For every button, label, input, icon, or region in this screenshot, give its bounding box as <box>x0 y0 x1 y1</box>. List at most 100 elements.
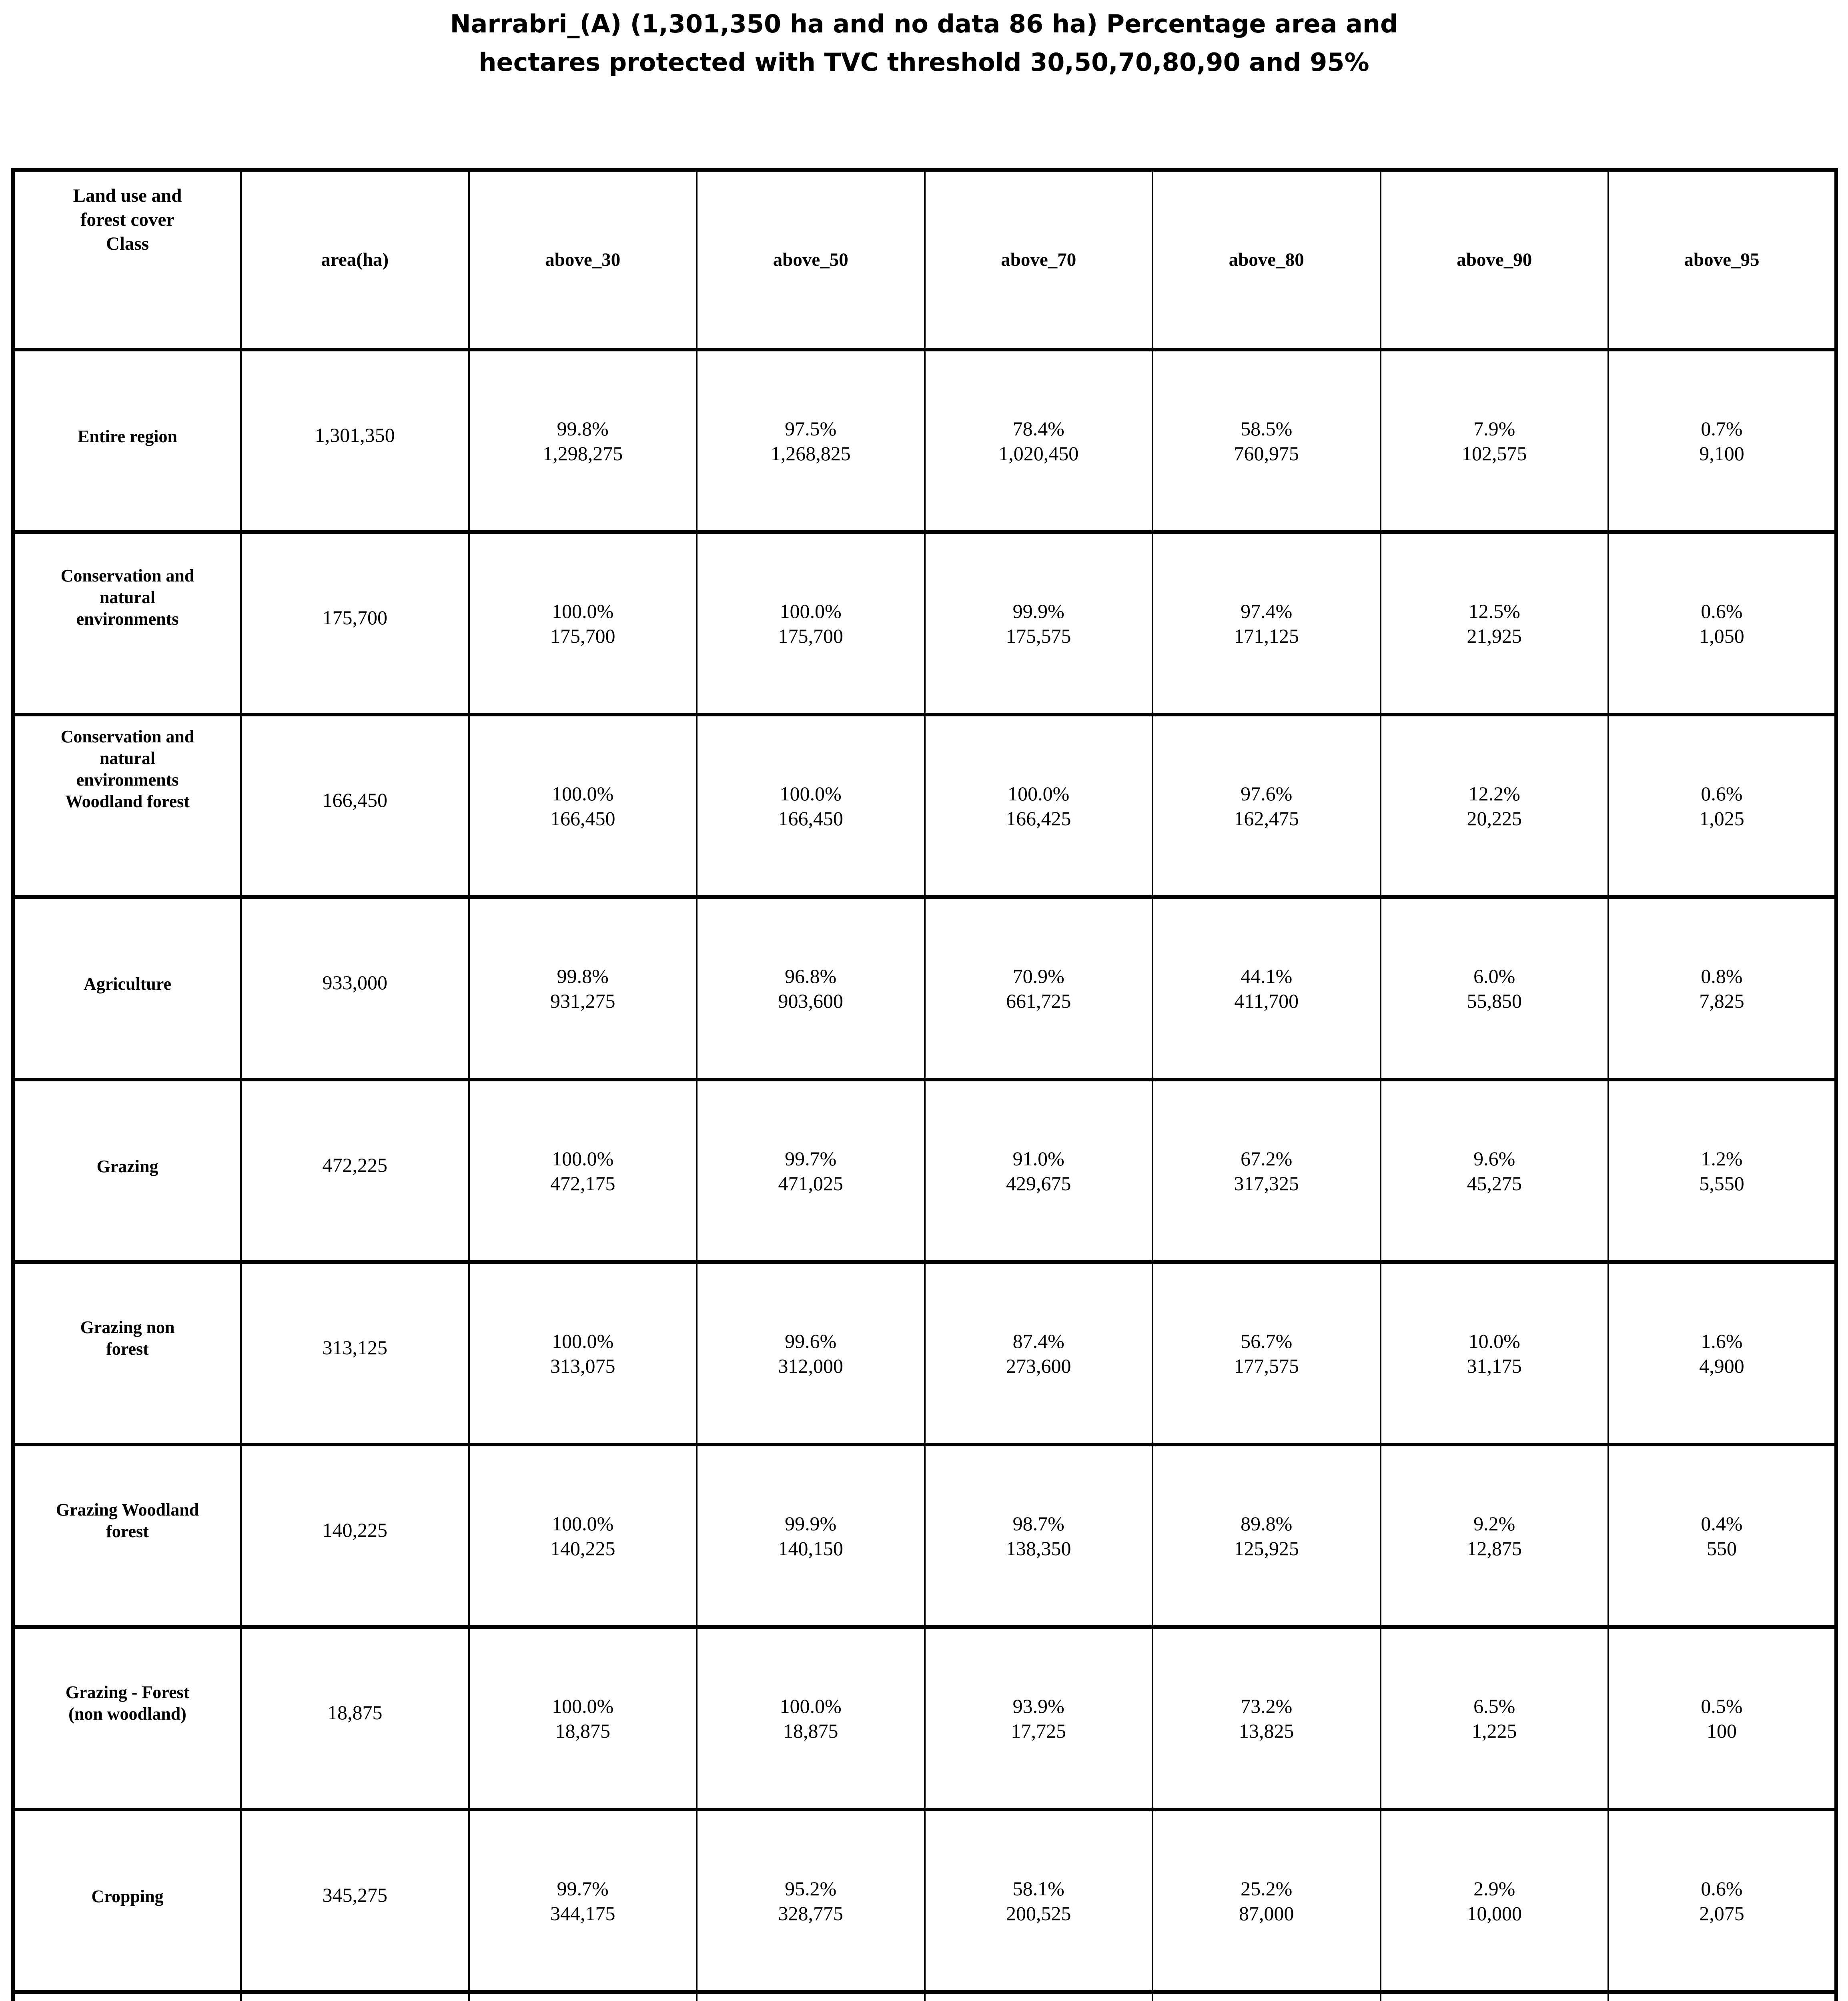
percent-value: 98.7% <box>1012 1512 1064 1535</box>
threshold-cell: 9.2% 12,875 <box>1379 1443 1609 1629</box>
percent-value: 100.0% <box>780 1694 842 1717</box>
hectares-value: 177,575 <box>1234 1354 1299 1377</box>
area-value: 166,450 <box>240 713 470 899</box>
percent-value: 70.9% <box>1012 964 1064 987</box>
land-use-class: Entire region <box>12 348 242 534</box>
percent-value: 78.4% <box>1012 417 1064 440</box>
percent-value: 12.2% <box>1468 782 1520 805</box>
hectares-value: 10,000 <box>1467 1902 1522 1925</box>
threshold-cell: 0.7% 9,100 <box>1607 348 1837 534</box>
land-use-class: Cropping <box>12 1808 242 1994</box>
hectares-value: 175,700 <box>778 624 844 647</box>
percent-value: 100.0% <box>552 1512 614 1535</box>
area-value: 933,000 <box>240 895 470 1081</box>
hectares-value: 273,600 <box>1006 1354 1071 1377</box>
hectares-value: 312,000 <box>778 1354 844 1377</box>
threshold-cell: 97.5% 1,268,825 <box>696 348 926 534</box>
threshold-cell: 99.7% 344,175 <box>468 1808 698 1994</box>
percent-value: 97.5% <box>785 417 837 440</box>
threshold-cell: 6.4%7,375 <box>1152 1990 1381 2001</box>
area-value: 472,225 <box>240 1078 470 1264</box>
hectares-value: 13,825 <box>1239 1719 1294 1742</box>
hectares-value: 1,050 <box>1699 624 1744 647</box>
hectares-value: 328,775 <box>778 1902 844 1925</box>
threshold-cell: 100.0% 166,450 <box>468 713 698 899</box>
percent-value: 100.0% <box>552 599 614 622</box>
hectares-value: 344,175 <box>550 1902 615 1925</box>
percent-value: 6.0% <box>1473 964 1515 987</box>
percent-value: 2.9% <box>1473 1877 1515 1900</box>
hectares-value: 1,268,825 <box>770 442 851 465</box>
hectares-value: 931,275 <box>550 989 615 1012</box>
threshold-cell: 99.9% 175,575 <box>924 530 1153 716</box>
threshold-cell: 56.7% 177,575 <box>1152 1260 1381 1446</box>
hectares-value: 4,900 <box>1699 1354 1744 1377</box>
threshold-cell: 6.0% 55,850 <box>1379 895 1609 1081</box>
hectares-value: 760,975 <box>1234 442 1299 465</box>
page-title: Narrabri_(A) (1,301,350 ha and no data 8… <box>0 5 1848 82</box>
threshold-cell: 25.2% 87,000 <box>1152 1808 1381 1994</box>
threshold-cell: 89.9%103,775 <box>696 1990 926 2001</box>
threshold-cell: 7.9% 102,575 <box>1379 348 1609 534</box>
hectares-value: 20,225 <box>1467 807 1522 830</box>
land-use-class: Grazing non forest <box>12 1260 242 1446</box>
hectares-value: 166,450 <box>550 807 615 830</box>
percent-value: 100.0% <box>780 599 842 622</box>
hectares-value: 166,425 <box>1006 807 1071 830</box>
hectares-value: 313,075 <box>550 1354 615 1377</box>
hectares-value: 55,850 <box>1467 989 1522 1012</box>
percent-value: 9.6% <box>1473 1147 1515 1170</box>
area-value: 115,475 <box>240 1990 470 2001</box>
threshold-cell: 97.6% 162,475 <box>1152 713 1381 899</box>
area-value: 1,301,350 <box>240 348 470 534</box>
threshold-cell: 6.5% 1,225 <box>1379 1625 1609 1811</box>
percent-value: 9.2% <box>1473 1512 1515 1535</box>
percent-value: 91.0% <box>1012 1147 1064 1170</box>
area-value: 18,875 <box>240 1625 470 1811</box>
threshold-cell: 96.8% 903,600 <box>696 895 926 1081</box>
threshold-cell: 100.0% 472,175 <box>468 1078 698 1264</box>
hectares-value: 87,000 <box>1239 1902 1294 1925</box>
threshold-cell: 99.5%114,900 <box>468 1990 698 2001</box>
percent-value: 97.6% <box>1241 782 1293 805</box>
hectares-value: 102,575 <box>1462 442 1527 465</box>
threshold-cell: 87.4% 273,600 <box>924 1260 1153 1446</box>
column-header-area: area(ha) <box>240 168 470 351</box>
table-row: Conservation and natural environments 175… <box>12 530 1837 716</box>
header-row: Land use and forest cover Class area(ha)… <box>12 168 1837 351</box>
threshold-cell: 78.4% 1,020,450 <box>924 348 1153 534</box>
area-value: 140,225 <box>240 1443 470 1629</box>
percent-value: 99.8% <box>557 417 609 440</box>
hectares-value: 1,225 <box>1472 1719 1517 1742</box>
percent-value: 100.0% <box>552 782 614 805</box>
percent-value: 12.5% <box>1468 599 1520 622</box>
percent-value: 99.9% <box>785 1512 837 1535</box>
threshold-cell: 0.5%575 <box>1379 1990 1609 2001</box>
hectares-value: 31,175 <box>1467 1354 1522 1377</box>
hectares-value: 18,875 <box>555 1719 611 1742</box>
hectares-value: 21,925 <box>1467 624 1522 647</box>
threshold-cell: 9.6% 45,275 <box>1379 1078 1609 1264</box>
table-row: Conservation and natural environments Wo… <box>12 713 1837 899</box>
table-body: Entire region 1,301,350 99.8% 1,298,275 97.5… <box>12 348 1837 2001</box>
land-use-class: Grazing Woodland forest <box>12 1443 242 1629</box>
hectares-value: 1,025 <box>1699 807 1744 830</box>
hectares-value: 7,825 <box>1699 989 1744 1012</box>
threshold-cell: 2.9% 10,000 <box>1379 1808 1609 1994</box>
hectares-value: 471,025 <box>778 1172 844 1195</box>
threshold-cell: 73.2% 13,825 <box>1152 1625 1381 1811</box>
hectares-value: 9,100 <box>1699 442 1744 465</box>
threshold-cell: 100.0% 175,700 <box>468 530 698 716</box>
land-use-table: Land use and forest cover Class area(ha)… <box>11 168 1838 2001</box>
hectares-value: 12,875 <box>1467 1537 1522 1560</box>
threshold-cell: 100.0% 140,225 <box>468 1443 698 1629</box>
hectares-value: 17,725 <box>1011 1719 1066 1742</box>
hectares-value: 175,700 <box>550 624 615 647</box>
hectares-value: 550 <box>1707 1537 1737 1560</box>
percent-value: 99.7% <box>785 1147 837 1170</box>
percent-value: 99.7% <box>557 1877 609 1900</box>
percent-value: 99.6% <box>785 1329 837 1352</box>
column-header-class: Land use and forest cover Class <box>12 168 242 351</box>
percent-value: 100.0% <box>552 1694 614 1717</box>
